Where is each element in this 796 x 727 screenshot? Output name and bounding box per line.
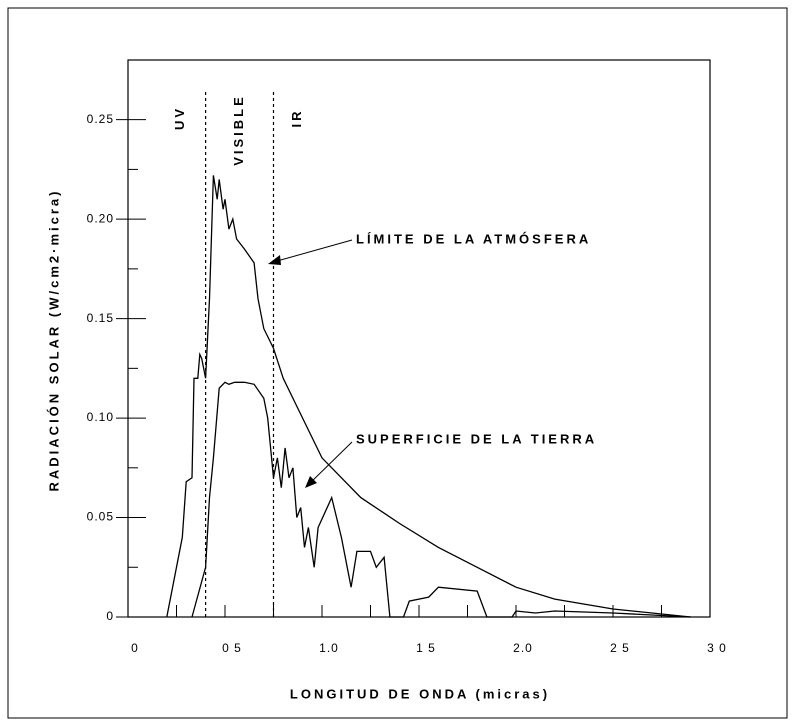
y-axis-label: RADIACIÓN SOLAR (W/cm2·micra) [46, 189, 61, 492]
y-tick-label: 0.10 [87, 410, 114, 424]
region-label: UV [172, 106, 187, 130]
x-tick-label: 1.0 [319, 641, 339, 655]
y-tick-label: 0.15 [87, 311, 114, 325]
x-tick-label: 2.0 [513, 641, 533, 655]
y-tick-label: 0.20 [87, 211, 114, 225]
arrow-head [305, 476, 317, 488]
series-line [166, 175, 691, 618]
annotation: LÍMITE DE LA ATMÓSFERA [356, 231, 591, 246]
region-label: IR [289, 109, 304, 128]
x-axis-label: LONGITUD DE ONDA (micras) [290, 686, 550, 701]
plot-frame [127, 59, 711, 618]
region-label: VISIBLE [231, 94, 246, 166]
y-tick-label: 0 [106, 609, 114, 623]
y-tick-label: 0.05 [87, 510, 114, 524]
y-tick-label: 0.25 [87, 112, 114, 126]
x-tick-label: 3 0 [707, 641, 727, 655]
annotation-arrow [306, 441, 353, 487]
x-tick-label: 2 5 [610, 641, 630, 655]
series-line [191, 381, 691, 618]
outer-border [7, 7, 788, 719]
x-tick-label: 1 5 [416, 641, 436, 655]
x-tick-label: 0 [131, 641, 139, 655]
x-tick-label: 0 5 [222, 641, 242, 655]
annotation: SUPERFICIE DE LA TIERRA [356, 431, 597, 446]
annotation-arrow [269, 239, 353, 264]
arrow-head [268, 255, 281, 265]
